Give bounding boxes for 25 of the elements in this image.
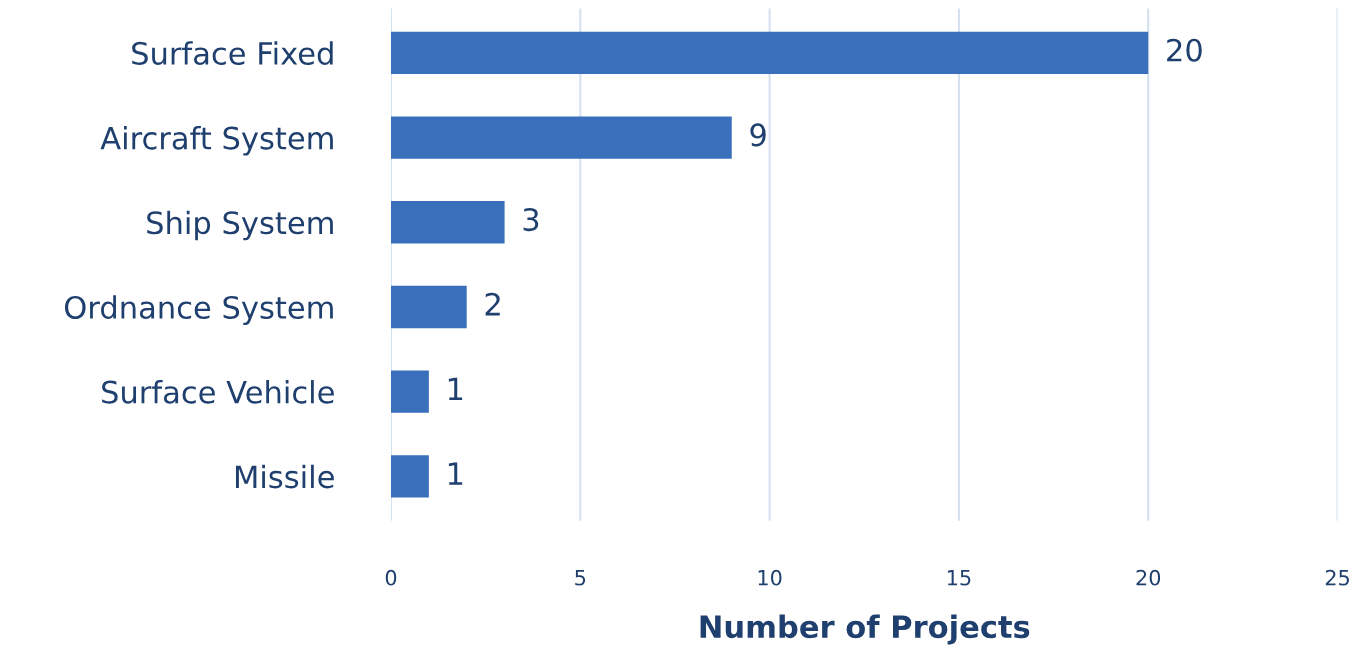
data-label: 1	[448, 377, 463, 401]
x-tick-label: 15	[947, 570, 971, 586]
bar	[391, 31, 1149, 75]
data-label: 3	[523, 208, 539, 232]
y-tick-label: Ship System	[147, 210, 333, 241]
data-label: 2	[485, 292, 500, 316]
data-label: 1	[448, 462, 463, 485]
y-tick-label: Aircraft System	[100, 126, 333, 156]
x-tick-label: 25	[1325, 569, 1349, 586]
y-tick-label: Missile	[235, 464, 334, 489]
y-tick-label: Ordnance System	[64, 295, 333, 325]
bar	[391, 285, 467, 329]
bar	[391, 455, 429, 498]
data-label: 20	[1167, 38, 1202, 62]
x-axis-title: Number of Projects	[700, 614, 1030, 645]
x-tick-label: 10	[758, 569, 782, 586]
y-tick-label: Surface Fixed	[132, 41, 333, 65]
x-tick-label: 0	[385, 569, 397, 586]
data-label: 9	[750, 123, 766, 147]
x-tick-label: 20	[1136, 569, 1161, 586]
y-tick-label: Surface Vehicle	[102, 380, 334, 404]
bar	[391, 116, 732, 159]
bar	[391, 370, 429, 413]
x-tick-label: 5	[575, 570, 586, 586]
bar	[391, 201, 505, 244]
